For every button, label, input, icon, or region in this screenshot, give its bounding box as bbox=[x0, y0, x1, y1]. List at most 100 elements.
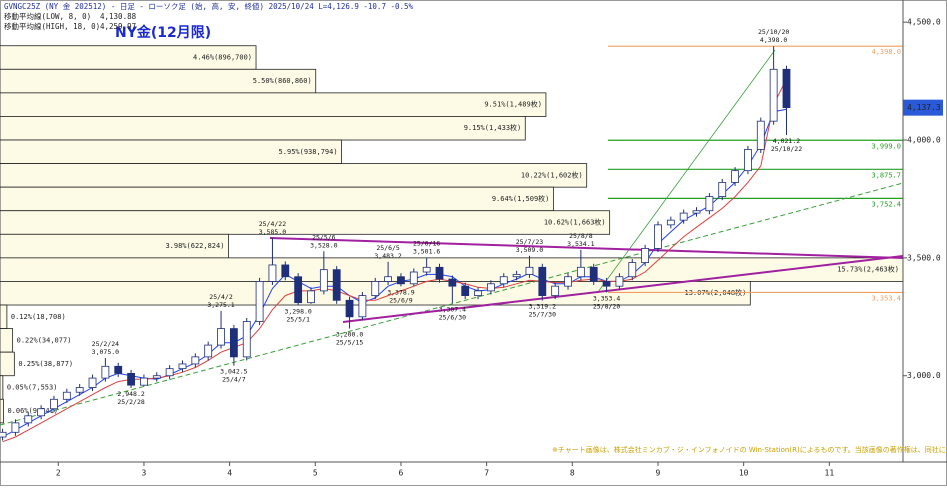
candle-body bbox=[384, 276, 393, 282]
annotation-date: 25/4/2 bbox=[209, 293, 233, 301]
candle-body bbox=[744, 149, 752, 172]
annotation-date: 25/6/30 bbox=[439, 313, 466, 321]
level-label: 4,398.0 bbox=[871, 48, 901, 56]
annotation-price: 3,528.0 bbox=[310, 241, 337, 249]
chart-title: NY金(12月限) bbox=[115, 24, 211, 41]
annotation-date: 25/7/30 bbox=[529, 310, 556, 318]
trendline bbox=[269, 237, 904, 259]
annotation-date: 25/2/28 bbox=[117, 398, 144, 406]
candle-body bbox=[319, 269, 328, 292]
candle-body bbox=[307, 290, 315, 304]
candle-body bbox=[564, 276, 572, 287]
candle-body bbox=[294, 276, 303, 304]
profile-bar bbox=[0, 116, 526, 141]
trendlines bbox=[0, 49, 904, 426]
candle-body bbox=[397, 276, 405, 285]
level-label: 3,999.0 bbox=[871, 142, 901, 150]
annotation-price: 3,042.5 bbox=[220, 368, 247, 376]
candle-body bbox=[24, 415, 33, 424]
annotation-date: 25/5/15 bbox=[336, 339, 363, 347]
axes: 3,000.0 3,500.0 4,000.0 4,500.0 2 3 4 5 6 7 8 9 10 11 bbox=[0, 0, 947, 478]
candle-body bbox=[409, 271, 418, 285]
x-tick-label: 3 bbox=[142, 469, 147, 478]
candle-body bbox=[204, 344, 213, 358]
candle-body bbox=[0, 431, 7, 438]
annotation-date: 25/6/5 bbox=[376, 244, 400, 252]
profile-bar bbox=[0, 304, 8, 329]
profile-bar bbox=[0, 163, 588, 188]
candle-body bbox=[615, 276, 624, 287]
ma-legend-value: 4,259.97 bbox=[100, 22, 136, 31]
annotation-price: 3,585.0 bbox=[259, 228, 286, 236]
profile-label: 10.62%(1,663枚) bbox=[544, 218, 606, 227]
annotation-date: 25/10/22 bbox=[771, 145, 802, 153]
annotation-price: 3,319.2 bbox=[529, 302, 556, 310]
profile-label: 5.95%(938,794) bbox=[279, 148, 338, 156]
profile-label: 4.46%(896,700) bbox=[193, 54, 252, 62]
y-tick-label: 3,000.0 bbox=[907, 371, 941, 380]
candle-body bbox=[461, 285, 470, 296]
annotation-date: 25/10/20 bbox=[758, 28, 789, 36]
profile-bar bbox=[0, 351, 15, 377]
candle-body bbox=[268, 264, 277, 282]
profile-label: 0.06%(9,341) bbox=[7, 407, 58, 415]
candle-body bbox=[332, 269, 341, 301]
last-price-label: 4,137.3 bbox=[907, 103, 941, 112]
annotation-price: 3,483.2 bbox=[374, 252, 401, 260]
candle-body bbox=[75, 387, 84, 393]
x-tick-label: 2 bbox=[56, 469, 61, 478]
candle-body bbox=[525, 266, 534, 275]
candle-body bbox=[114, 365, 123, 374]
level-label: 3,875.7 bbox=[871, 171, 901, 179]
x-tick-label: 11 bbox=[825, 469, 835, 478]
candle-body bbox=[127, 372, 135, 386]
y-tick-label: 3,500.0 bbox=[907, 253, 941, 262]
candle-body bbox=[641, 248, 650, 263]
candle-body bbox=[602, 281, 611, 287]
annotation-date: 25/6/9 bbox=[389, 296, 413, 304]
profile-label: 5.50%(860,860) bbox=[253, 77, 312, 85]
trendline bbox=[0, 182, 904, 426]
candle-body bbox=[358, 295, 367, 318]
header: GVNGC25Z (NY 金 202512) - 日足 - ローソク足 (始, … bbox=[4, 1, 414, 11]
candle-body bbox=[217, 328, 225, 346]
trendline bbox=[597, 49, 776, 293]
fib-levels: 4,398.0 3,999.0 3,875.7 3,752.4 3,353.4 bbox=[608, 45, 903, 302]
annotation-price: 4,021.2 bbox=[773, 137, 800, 145]
candle-body bbox=[666, 219, 675, 226]
profile-label: 15.73%(2,463枚) bbox=[837, 265, 899, 274]
annotation-date: 25/4/22 bbox=[259, 220, 286, 228]
profile-label: 3.98%(622,824) bbox=[165, 242, 224, 250]
profile-bar bbox=[0, 257, 904, 282]
candle-body bbox=[718, 182, 727, 197]
candle-body bbox=[512, 273, 521, 278]
profile-bar bbox=[0, 186, 554, 212]
annotation-date: 25/6/16 bbox=[413, 239, 440, 247]
candle-body bbox=[769, 68, 778, 122]
candle-body bbox=[487, 283, 495, 292]
candle-body bbox=[551, 285, 560, 296]
ma-legend: 移動平均線(LOW, 8, 0) bbox=[4, 11, 91, 21]
candle-body bbox=[152, 375, 161, 379]
candle-body bbox=[62, 391, 71, 400]
candle-body bbox=[628, 262, 637, 278]
ma-legend: 移動平均線(HIGH, 18, 0) bbox=[4, 21, 100, 31]
candle-body bbox=[679, 212, 688, 221]
profile-label: 0.25%(38,877) bbox=[18, 360, 73, 368]
annotation-price: 3,200.0 bbox=[336, 331, 363, 339]
candle-body bbox=[191, 356, 200, 365]
annotation-date: 25/5/1 bbox=[286, 315, 310, 323]
ma-legend-value: 4,130.88 bbox=[100, 12, 137, 21]
candle-body bbox=[654, 224, 662, 249]
annotation-date: 25/5/6 bbox=[312, 233, 336, 241]
candle-body bbox=[448, 278, 457, 287]
annotation-price: 3,075.0 bbox=[92, 348, 119, 356]
annotation-price: 3,353.4 bbox=[593, 294, 620, 302]
candle-body bbox=[242, 321, 251, 358]
annotation-price: 4,398.0 bbox=[760, 36, 787, 44]
profile-label: 10.22%(1,602枚) bbox=[521, 170, 583, 179]
annotation-price: 2,948.2 bbox=[117, 390, 144, 398]
profile-label: 9.64%(1,509枚) bbox=[492, 194, 550, 203]
